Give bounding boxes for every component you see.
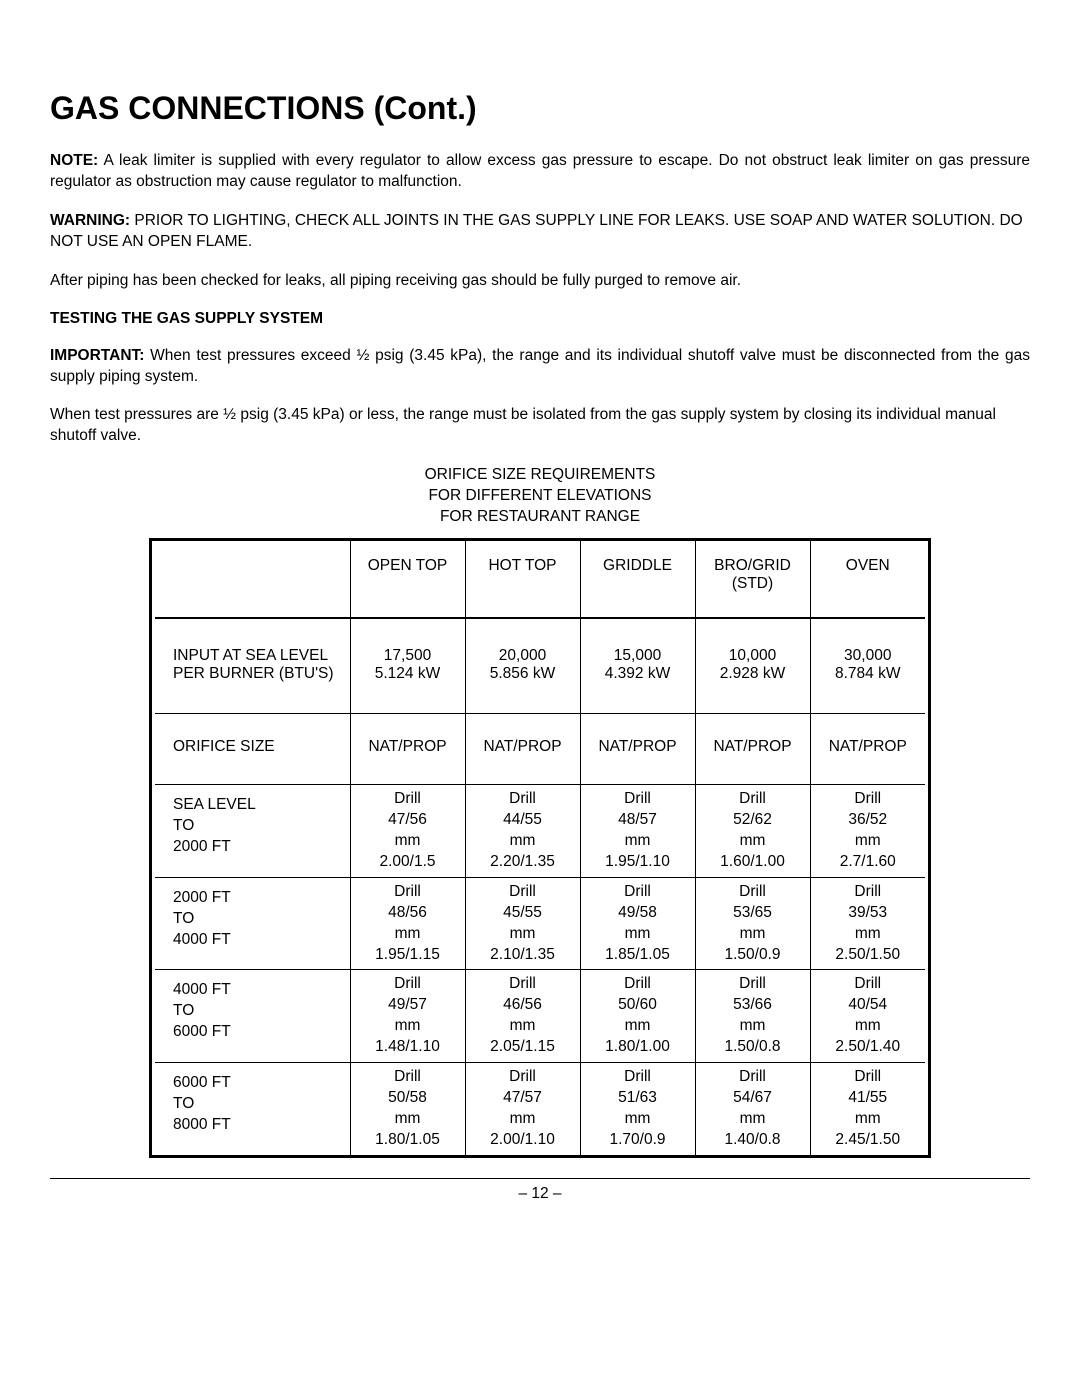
input-griddle: 15,0004.392 kW <box>580 618 695 714</box>
elev-1-col-4: Drill39/53mm2.50/1.50 <box>810 877 925 970</box>
col-oven: OVEN <box>810 541 925 618</box>
col-open-top: OPEN TOP <box>350 541 465 618</box>
table-title-line1: ORIFICE SIZE REQUIREMENTS <box>425 466 656 483</box>
header-empty <box>155 541 350 618</box>
elev-2-col-4: Drill40/54mm2.50/1.40 <box>810 970 925 1063</box>
input-1-btu: 20,000 <box>499 647 546 664</box>
elevation-label-3: 6000 FTTO8000 FT <box>155 1063 350 1155</box>
orifice-size-label: ORIFICE SIZE <box>155 714 350 785</box>
input-oven: 30,0008.784 kW <box>810 618 925 714</box>
elev-2-col-0: Drill49/57mm1.48/1.10 <box>350 970 465 1063</box>
input-hot-top: 20,0005.856 kW <box>465 618 580 714</box>
table-header-row: OPEN TOP HOT TOP GRIDDLE BRO/GRID(STD) O… <box>155 541 925 618</box>
note-label: NOTE: <box>50 152 98 169</box>
elev-3-col-4: Drill41/55mm2.45/1.50 <box>810 1063 925 1155</box>
elevation-row-2: 4000 FTTO6000 FTDrill49/57mm1.48/1.10Dri… <box>155 970 925 1063</box>
important-text: When test pressures exceed ½ psig (3.45 … <box>50 347 1030 385</box>
important-label: IMPORTANT: <box>50 347 144 364</box>
isolate-paragraph: When test pressures are ½ psig (3.45 kPa… <box>50 405 1030 447</box>
input-4-kw: 8.784 kW <box>835 665 900 682</box>
natprop-4: NAT/PROP <box>810 714 925 785</box>
table-title-line2: FOR DIFFERENT ELEVATIONS <box>428 487 651 504</box>
elev-1-col-2: Drill49/58mm1.85/1.05 <box>580 877 695 970</box>
elev-3-col-3: Drill54/67mm1.40/0.8 <box>695 1063 810 1155</box>
elevation-row-0: SEA LEVELTO2000 FTDrill47/56mm2.00/1.5Dr… <box>155 785 925 878</box>
input-bro-grid: 10,0002.928 kW <box>695 618 810 714</box>
page-number: – 12 – <box>50 1185 1030 1203</box>
input-3-kw: 2.928 kW <box>720 665 785 682</box>
elevation-row-1: 2000 FTTO4000 FTDrill48/56mm1.95/1.15Dri… <box>155 877 925 970</box>
input-row: INPUT AT SEA LEVEL PER BURNER (BTU'S) 17… <box>155 618 925 714</box>
input-label: INPUT AT SEA LEVEL PER BURNER (BTU'S) <box>155 618 350 714</box>
note-paragraph: NOTE: A leak limiter is supplied with ev… <box>50 151 1030 193</box>
elev-2-col-2: Drill50/60mm1.80/1.00 <box>580 970 695 1063</box>
elev-3-col-2: Drill51/63mm1.70/0.9 <box>580 1063 695 1155</box>
elevation-label-2: 4000 FTTO6000 FT <box>155 970 350 1063</box>
elev-1-col-0: Drill48/56mm1.95/1.15 <box>350 877 465 970</box>
table-title-line3: FOR RESTAURANT RANGE <box>440 508 640 525</box>
elevation-label-1: 2000 FTTO4000 FT <box>155 877 350 970</box>
footer-rule <box>50 1178 1030 1179</box>
page-container: GAS CONNECTIONS (Cont.) NOTE: A leak lim… <box>0 0 1080 1397</box>
note-text: A leak limiter is supplied with every re… <box>50 152 1030 190</box>
elevation-row-3: 6000 FTTO8000 FTDrill50/58mm1.80/1.05Dri… <box>155 1063 925 1155</box>
input-2-kw: 4.392 kW <box>605 665 670 682</box>
input-4-btu: 30,000 <box>844 647 891 664</box>
col-hot-top: HOT TOP <box>465 541 580 618</box>
input-1-kw: 5.856 kW <box>490 665 555 682</box>
warning-label: WARNING: <box>50 212 130 229</box>
elev-0-col-0: Drill47/56mm2.00/1.5 <box>350 785 465 878</box>
testing-subhead: TESTING THE GAS SUPPLY SYSTEM <box>50 310 1030 328</box>
elevation-label-0: SEA LEVELTO2000 FT <box>155 785 350 878</box>
elev-3-col-0: Drill50/58mm1.80/1.05 <box>350 1063 465 1155</box>
col-bro-grid-l1: BRO/GRID <box>714 557 791 574</box>
page-title: GAS CONNECTIONS (Cont.) <box>50 90 1030 127</box>
elev-1-col-3: Drill53/65mm1.50/0.9 <box>695 877 810 970</box>
orifice-size-row: ORIFICE SIZE NAT/PROP NAT/PROP NAT/PROP … <box>155 714 925 785</box>
important-paragraph: IMPORTANT: When test pressures exceed ½ … <box>50 346 1030 388</box>
orifice-table-wrap: OPEN TOP HOT TOP GRIDDLE BRO/GRID(STD) O… <box>149 538 931 1158</box>
input-0-btu: 17,500 <box>384 647 431 664</box>
orifice-table: OPEN TOP HOT TOP GRIDDLE BRO/GRID(STD) O… <box>155 541 925 1155</box>
input-label-l1: INPUT AT SEA LEVEL <box>173 647 328 664</box>
elev-0-col-2: Drill48/57mm1.95/1.10 <box>580 785 695 878</box>
elev-1-col-1: Drill45/55mm2.10/1.35 <box>465 877 580 970</box>
elev-3-col-1: Drill47/57mm2.00/1.10 <box>465 1063 580 1155</box>
natprop-3: NAT/PROP <box>695 714 810 785</box>
elev-2-col-3: Drill53/66mm1.50/0.8 <box>695 970 810 1063</box>
col-bro-grid: BRO/GRID(STD) <box>695 541 810 618</box>
input-2-btu: 15,000 <box>614 647 661 664</box>
after-piping-paragraph: After piping has been checked for leaks,… <box>50 271 1030 292</box>
table-title: ORIFICE SIZE REQUIREMENTS FOR DIFFERENT … <box>50 465 1030 528</box>
elev-2-col-1: Drill46/56mm2.05/1.15 <box>465 970 580 1063</box>
input-0-kw: 5.124 kW <box>375 665 440 682</box>
warning-paragraph: WARNING: PRIOR TO LIGHTING, CHECK ALL JO… <box>50 211 1030 253</box>
warning-text: PRIOR TO LIGHTING, CHECK ALL JOINTS IN T… <box>50 212 1023 250</box>
col-griddle: GRIDDLE <box>580 541 695 618</box>
natprop-1: NAT/PROP <box>465 714 580 785</box>
natprop-2: NAT/PROP <box>580 714 695 785</box>
natprop-0: NAT/PROP <box>350 714 465 785</box>
elev-0-col-3: Drill52/62mm1.60/1.00 <box>695 785 810 878</box>
col-bro-grid-l2: (STD) <box>732 575 773 592</box>
input-open-top: 17,5005.124 kW <box>350 618 465 714</box>
input-3-btu: 10,000 <box>729 647 776 664</box>
input-label-l2: PER BURNER (BTU'S) <box>173 665 334 682</box>
elev-0-col-1: Drill44/55mm2.20/1.35 <box>465 785 580 878</box>
elev-0-col-4: Drill36/52mm2.7/1.60 <box>810 785 925 878</box>
